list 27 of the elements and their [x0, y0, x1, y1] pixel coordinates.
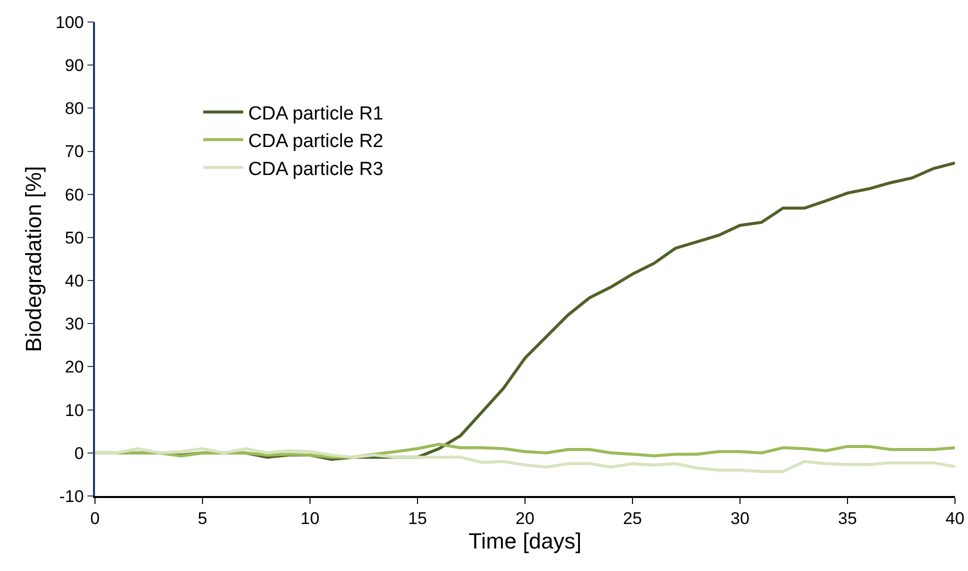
x-tick-label: 35 [838, 509, 857, 528]
y-tick-label: 60 [64, 185, 84, 204]
x-tick-label: 25 [623, 509, 642, 528]
y-tick-label: 0 [74, 444, 84, 463]
y-tick-label: 40 [64, 272, 84, 290]
x-tick-label: 40 [946, 509, 964, 528]
y-tick-label: 20 [64, 358, 84, 377]
y-tick-label: 70 [64, 142, 84, 162]
legend-label: CDA particle R1 [248, 103, 384, 124]
y-axis-title: Biodegradation [%] [20, 166, 46, 352]
x-tick-label: 30 [730, 509, 750, 528]
y-tick-label: 100 [55, 12, 84, 32]
line-series [95, 447, 955, 473]
y-tick-label: -10 [59, 486, 84, 506]
y-tick-label: 10 [64, 400, 84, 420]
x-axis-title: Time [days] [468, 528, 582, 554]
x-tick-label: 15 [408, 509, 427, 528]
y-tick-label: 80 [64, 99, 84, 118]
legend-label: CDA particle R3 [248, 158, 384, 180]
x-tick-label: 20 [516, 509, 534, 528]
legend-label: CDA particle R2 [248, 131, 384, 152]
y-tick-label: 30 [64, 314, 84, 334]
y-tick-label: 90 [64, 56, 84, 76]
x-tick-label: 5 [198, 509, 208, 528]
y-tick-label: 50 [64, 228, 84, 248]
x-tick-label: 0 [90, 509, 100, 528]
x-tick-label: 10 [300, 509, 320, 528]
